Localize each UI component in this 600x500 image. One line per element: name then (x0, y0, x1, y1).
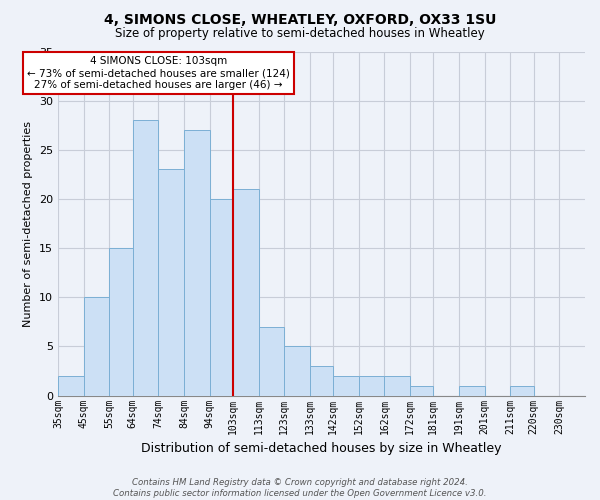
Bar (158, 170, 184, 396)
Bar (209, 199, 233, 396)
Bar (284, 346, 310, 396)
Bar (385, 376, 410, 396)
Bar (511, 386, 533, 396)
Bar (333, 376, 359, 396)
Bar (58, 376, 83, 396)
Bar (259, 327, 284, 396)
Text: Contains HM Land Registry data © Crown copyright and database right 2024.
Contai: Contains HM Land Registry data © Crown c… (113, 478, 487, 498)
Text: 4, SIMONS CLOSE, WHEATLEY, OXFORD, OX33 1SU: 4, SIMONS CLOSE, WHEATLEY, OXFORD, OX33 … (104, 12, 496, 26)
Y-axis label: Number of semi-detached properties: Number of semi-detached properties (23, 120, 34, 326)
Bar (310, 366, 333, 396)
Bar (83, 298, 109, 396)
Bar (359, 376, 385, 396)
Bar (133, 120, 158, 396)
Bar (233, 189, 259, 396)
Bar (459, 386, 485, 396)
Bar (109, 248, 133, 396)
Bar (184, 130, 209, 396)
Text: Size of property relative to semi-detached houses in Wheatley: Size of property relative to semi-detach… (115, 28, 485, 40)
Text: 4 SIMONS CLOSE: 103sqm
← 73% of semi-detached houses are smaller (124)
27% of se: 4 SIMONS CLOSE: 103sqm ← 73% of semi-det… (27, 56, 290, 90)
X-axis label: Distribution of semi-detached houses by size in Wheatley: Distribution of semi-detached houses by … (141, 442, 502, 455)
Bar (410, 386, 433, 396)
